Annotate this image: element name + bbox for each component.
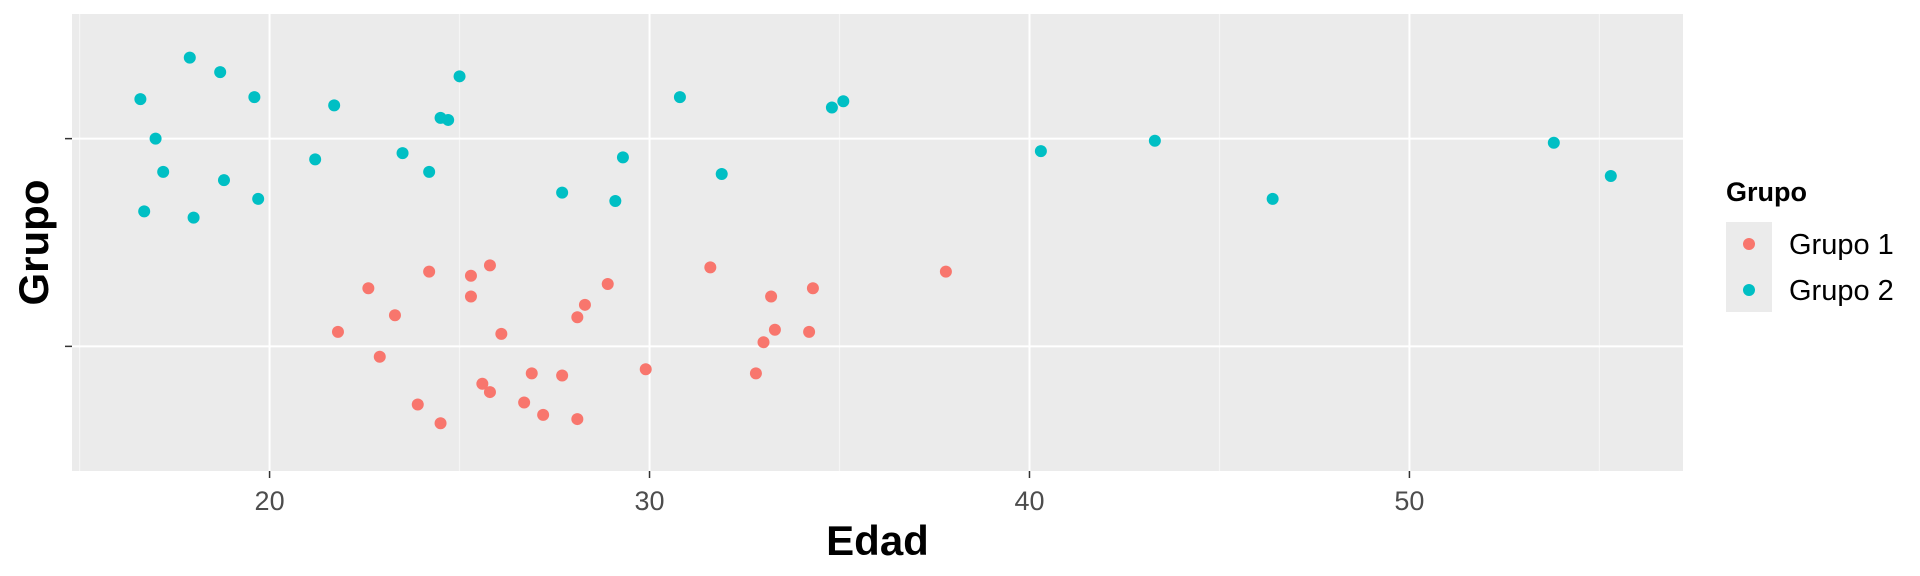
data-point [248,91,261,104]
data-point [396,147,409,160]
data-point [803,325,816,338]
data-point [187,211,200,224]
data-point [464,269,477,282]
data-point [571,413,584,426]
data-point [525,367,538,380]
legend-key-dot [1743,238,1755,250]
data-point [1266,192,1279,205]
data-point [476,377,489,390]
data-point [1148,134,1161,147]
data-point [423,165,436,178]
data-point [673,91,686,104]
data-point [578,298,591,311]
data-point [411,398,424,411]
data-point [571,311,584,324]
data-point [331,325,344,338]
data-point [704,261,717,274]
legend-key-dot [1743,284,1755,296]
data-point [495,327,508,340]
x-tick-label: 20 [255,486,285,516]
x-tick-label: 50 [1394,486,1424,516]
data-point [362,282,375,295]
data-points [134,51,1617,430]
data-point [1034,145,1047,158]
data-point [464,290,477,303]
data-point [939,265,952,278]
data-point [328,99,341,112]
data-point [388,309,401,322]
data-point [609,194,622,207]
data-point [837,95,850,108]
data-point [806,282,819,295]
data-point [556,186,569,199]
data-point [138,205,151,218]
data-point [768,323,781,336]
data-point [483,259,496,272]
data-point [149,132,162,145]
data-point [639,363,652,376]
data-point [453,70,466,83]
data-point [1547,136,1560,149]
data-point [757,336,770,349]
y-axis-title: Grupo [10,180,57,306]
data-point [252,192,265,205]
data-point [483,386,496,399]
x-tick-label: 30 [635,486,665,516]
legend-label: Grupo 1 [1789,229,1894,261]
legend-items: Grupo 1 Grupo 2 [1726,222,1894,312]
axis-ticks [65,137,1411,478]
data-point [373,350,386,363]
data-point [556,369,569,382]
data-point [442,113,455,126]
data-point [309,153,322,166]
data-point [214,66,227,79]
data-point [217,174,230,187]
data-point [616,151,629,164]
x-tick-labels: 20 30 40 50 [255,486,1425,516]
data-point [601,278,614,291]
legend-title: Grupo [1726,177,1807,207]
data-point [715,167,728,180]
data-point [134,93,147,106]
data-point [423,265,436,278]
data-point [518,396,531,409]
x-axis-title: Edad [826,517,929,564]
data-point [434,417,447,430]
legend-label: Grupo 2 [1789,275,1894,307]
grid-lines [72,14,1683,471]
data-point [825,101,838,114]
legend-key-background [1726,222,1772,312]
data-point [765,290,778,303]
data-point [1604,170,1617,183]
legend: Grupo Grupo 1 Grupo 2 [1726,177,1894,312]
plot-panel [72,14,1683,471]
data-point [749,367,762,380]
x-tick-label: 40 [1014,486,1044,516]
data-point [157,165,170,178]
data-point [537,408,550,421]
data-point [183,51,196,64]
